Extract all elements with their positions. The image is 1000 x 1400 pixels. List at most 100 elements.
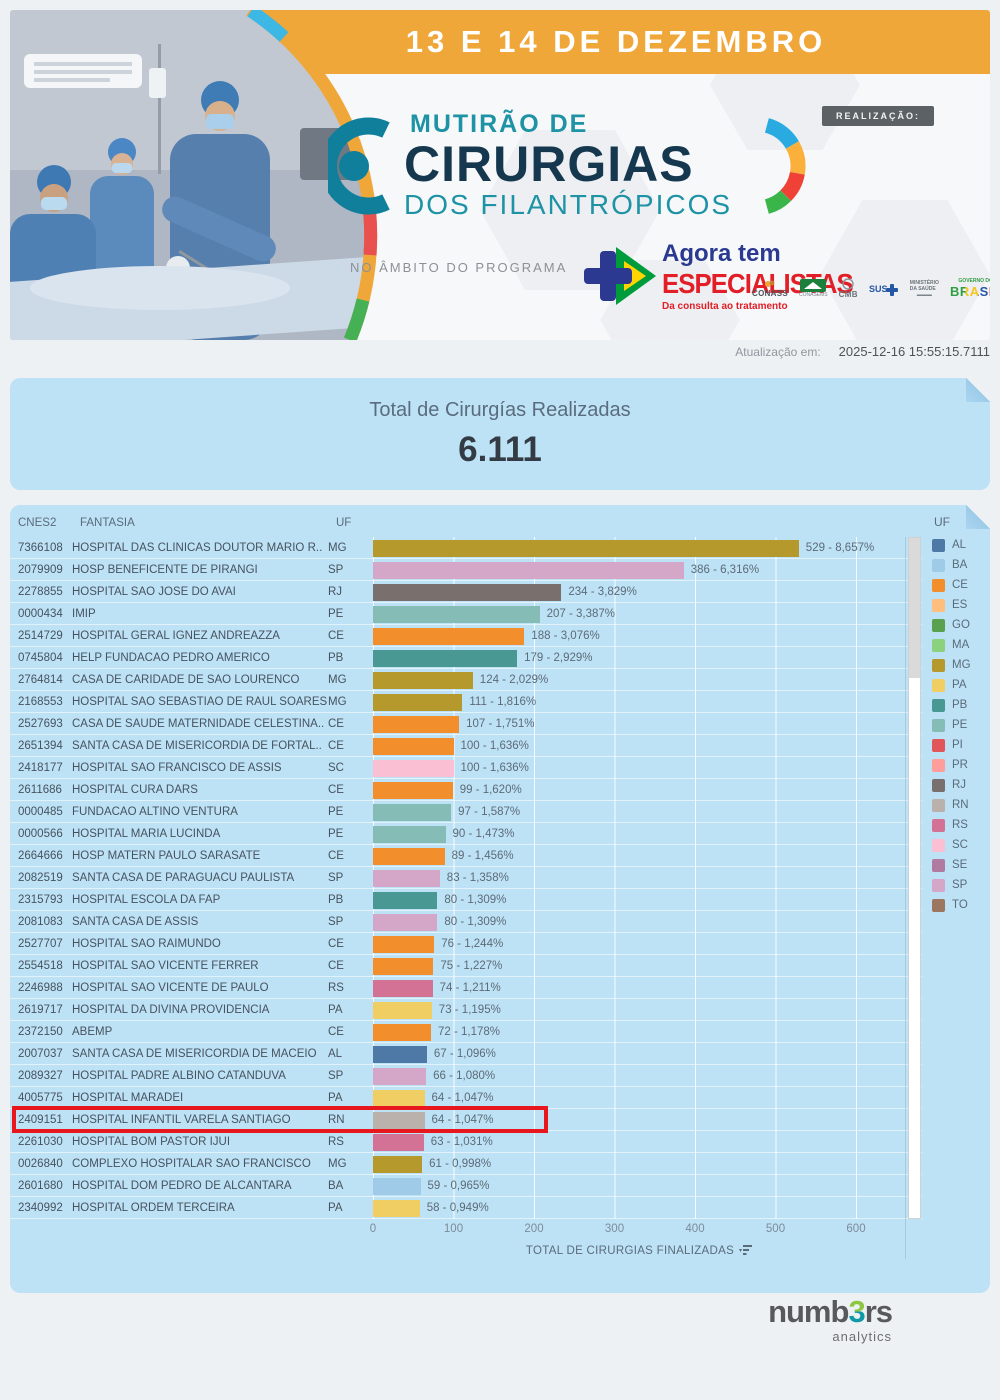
- bar[interactable]: [373, 1001, 432, 1019]
- bar[interactable]: [373, 825, 446, 843]
- table-row[interactable]: 0000434 IMIP PE 207 - 3,387%: [10, 603, 922, 625]
- bar[interactable]: [373, 693, 463, 711]
- bar[interactable]: [373, 539, 799, 557]
- bar[interactable]: [373, 1177, 421, 1195]
- bar[interactable]: [373, 1111, 425, 1129]
- table-row[interactable]: 2418177 HOSPITAL SAO FRANCISCO DE ASSIS SC…: [10, 757, 922, 779]
- table-row[interactable]: 4005775 HOSPITAL MARADEI PA 64 - 1,047%: [10, 1087, 922, 1109]
- legend-item-es[interactable]: ES: [932, 595, 988, 615]
- table-row[interactable]: 7366108 HOSPITAL DAS CLINICAS DOUTOR MARI…: [10, 537, 922, 559]
- header-fantasia: FANTASIA: [80, 517, 135, 529]
- legend-item-pb[interactable]: PB: [932, 695, 988, 715]
- table-row[interactable]: 2514729 HOSPITAL GERAL IGNEZ ANDREAZZA CE 1…: [10, 625, 922, 647]
- bar[interactable]: [373, 561, 684, 579]
- bar[interactable]: [373, 979, 433, 997]
- bar[interactable]: [373, 1089, 425, 1107]
- vertical-scrollbar[interactable]: [908, 537, 921, 1219]
- table-row[interactable]: 0026840 COMPLEXO HOSPITALAR SAO FRANCISCO…: [10, 1153, 922, 1175]
- bar[interactable]: [373, 759, 454, 777]
- table-row[interactable]: 2664666 HOSP MATERN PAULO SARASATE CE 89 - …: [10, 845, 922, 867]
- table-row[interactable]: 2527707 HOSPITAL SAO RAIMUNDO CE 76 - 1,244…: [10, 933, 922, 955]
- table-row[interactable]: 2409151 HOSPITAL INFANTIL VARELA SANTIAGO…: [10, 1109, 922, 1131]
- legend-item-sc[interactable]: SC: [932, 835, 988, 855]
- scrollbar-thumb[interactable]: [909, 538, 920, 678]
- chart-panel: CNES2 FANTASIA UF 7366108 HOSPITAL DAS CL…: [10, 505, 990, 1293]
- legend-item-rj[interactable]: RJ: [932, 775, 988, 795]
- table-row[interactable]: 2764814 CASA DE CARIDADE DE SAO LOURENCO M…: [10, 669, 922, 691]
- bar[interactable]: [373, 957, 434, 975]
- legend-item-al[interactable]: AL: [932, 535, 988, 555]
- legend-item-pr[interactable]: PR: [932, 755, 988, 775]
- especialistas-tagline: Da consulta ao tratamento: [662, 301, 788, 312]
- bar[interactable]: [373, 1155, 423, 1173]
- table-row[interactable]: 2372150 ABEMP CE 72 - 1,178%: [10, 1021, 922, 1043]
- bar[interactable]: [373, 935, 435, 953]
- legend-item-ba[interactable]: BA: [932, 555, 988, 575]
- bar[interactable]: [373, 605, 540, 623]
- table-row[interactable]: 0000566 HOSPITAL MARIA LUCINDA PE 90 - 1,47…: [10, 823, 922, 845]
- legend-swatch: [932, 858, 945, 872]
- uf-cell: SC: [328, 762, 344, 774]
- table-row[interactable]: 2619717 HOSPITAL DA DIVINA PROVIDENCIA PA 7…: [10, 999, 922, 1021]
- bar[interactable]: [373, 803, 452, 821]
- bar[interactable]: [373, 1067, 427, 1085]
- legend-item-rs[interactable]: RS: [932, 815, 988, 835]
- bar[interactable]: [373, 891, 438, 909]
- bar[interactable]: [373, 737, 454, 755]
- table-row[interactable]: 2082519 SANTA CASA DE PARAGUACU PAULISTA S…: [10, 867, 922, 889]
- bar-label: 75 - 1,227%: [440, 960, 503, 972]
- table-row[interactable]: 2315793 HOSPITAL ESCOLA DA FAP PB 80 - 1,30…: [10, 889, 922, 911]
- bar[interactable]: [373, 583, 562, 601]
- table-row[interactable]: 2081083 SANTA CASA DE ASSIS SP 80 - 1,309%: [10, 911, 922, 933]
- bar[interactable]: [373, 1045, 427, 1063]
- bar[interactable]: [373, 649, 518, 667]
- bar[interactable]: [373, 715, 460, 733]
- x-tick-label: 300: [604, 1223, 625, 1235]
- table-row[interactable]: 2611686 HOSPITAL CURA DARS CE 99 - 1,620%: [10, 779, 922, 801]
- bar[interactable]: [373, 781, 453, 799]
- bar[interactable]: [373, 869, 440, 887]
- table-row[interactable]: 2261030 HOSPITAL BOM PASTOR IJUI RS 63 - 1,…: [10, 1131, 922, 1153]
- bar[interactable]: [373, 1199, 420, 1217]
- cnes2-cell: 2619717: [18, 1004, 63, 1016]
- bar-cell: 66 - 1,080%: [373, 1065, 905, 1087]
- table-row[interactable]: 2089327 HOSPITAL PADRE ALBINO CATANDUVA SP…: [10, 1065, 922, 1087]
- legend-item-go[interactable]: GO: [932, 615, 988, 635]
- bar-cell: 76 - 1,244%: [373, 933, 905, 955]
- legend-item-rn[interactable]: RN: [932, 795, 988, 815]
- table-row[interactable]: 2168553 HOSPITAL SAO SEBASTIAO DE RAUL SO…: [10, 691, 922, 713]
- legend-item-mg[interactable]: MG: [932, 655, 988, 675]
- legend-swatch: [932, 558, 945, 572]
- sort-descending-icon[interactable]: [739, 1245, 753, 1258]
- table-row[interactable]: 2601680 HOSPITAL DOM PEDRO DE ALCANTARA BA…: [10, 1175, 922, 1197]
- legend-item-to[interactable]: TO: [932, 895, 988, 915]
- table-row[interactable]: 2527693 CASA DE SAUDE MATERNIDADE CELESTI…: [10, 713, 922, 735]
- table-row[interactable]: 2246988 HOSPITAL SAO VICENTE DE PAULO RS 74…: [10, 977, 922, 999]
- legend-item-pe[interactable]: PE: [932, 715, 988, 735]
- legend-label: MA: [952, 639, 970, 651]
- legend-item-se[interactable]: SE: [932, 855, 988, 875]
- bar[interactable]: [373, 1133, 424, 1151]
- table-row[interactable]: 0745804 HELP FUNDACAO PEDRO AMERICO PB 179 …: [10, 647, 922, 669]
- table-row[interactable]: 2007037 SANTA CASA DE MISERICORDIA DE MAC…: [10, 1043, 922, 1065]
- table-row[interactable]: 2079909 HOSP BENEFICENTE DE PIRANGI SP 386 …: [10, 559, 922, 581]
- bar[interactable]: [373, 671, 473, 689]
- cnes2-cell: 2764814: [18, 674, 63, 686]
- fantasia-cell: HOSPITAL DAS CLINICAS DOUTOR MARIO R..: [72, 542, 323, 554]
- legend-item-pi[interactable]: PI: [932, 735, 988, 755]
- legend-item-ce[interactable]: CE: [932, 575, 988, 595]
- legend-item-sp[interactable]: SP: [932, 875, 988, 895]
- cnes2-cell: 2089327: [18, 1070, 63, 1082]
- table-row[interactable]: 2278855 HOSPITAL SAO JOSE DO AVAI RJ 234 - …: [10, 581, 922, 603]
- logo-arc-icon: [764, 117, 806, 214]
- table-row[interactable]: 2554518 HOSPITAL SAO VICENTE FERRER CE 75 -…: [10, 955, 922, 977]
- bar[interactable]: [373, 627, 525, 645]
- table-row[interactable]: 0000485 FUNDACAO ALTINO VENTURA PE 97 - 1,5…: [10, 801, 922, 823]
- bar[interactable]: [373, 1023, 431, 1041]
- table-row[interactable]: 2651394 SANTA CASA DE MISERICORDIA DE FOR…: [10, 735, 922, 757]
- legend-item-ma[interactable]: MA: [932, 635, 988, 655]
- table-row[interactable]: 2340992 HOSPITAL ORDEM TERCEIRA PA 58 - 0,9…: [10, 1197, 922, 1219]
- bar[interactable]: [373, 913, 438, 931]
- legend-item-pa[interactable]: PA: [932, 675, 988, 695]
- bar[interactable]: [373, 847, 445, 865]
